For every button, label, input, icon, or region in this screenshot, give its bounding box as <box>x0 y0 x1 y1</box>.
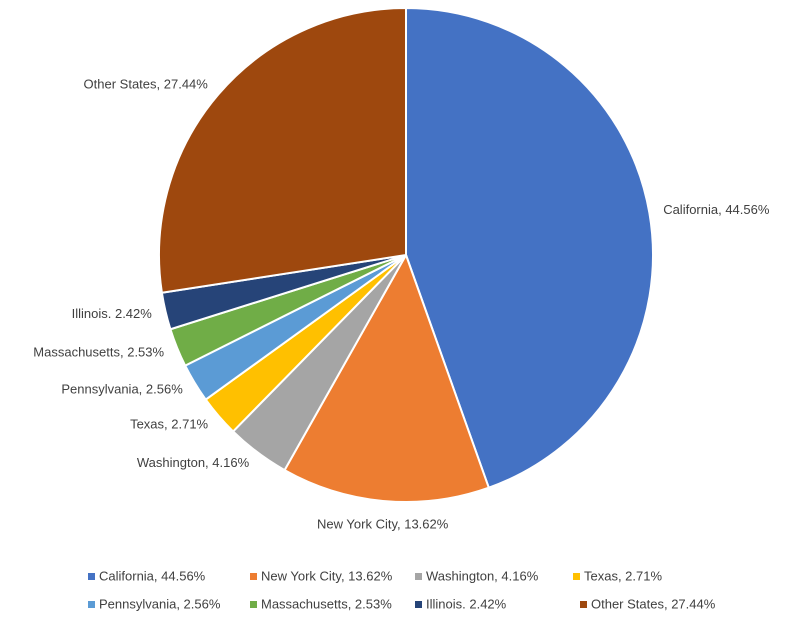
data-label: California, 44.56% <box>663 202 770 217</box>
data-label: Illinois. 2.42% <box>72 306 153 321</box>
legend-marker <box>415 573 422 580</box>
legend-marker <box>250 601 257 608</box>
legend-marker <box>580 601 587 608</box>
pie-slice <box>405 6 654 489</box>
legend-label: Massachusetts, 2.53% <box>261 596 392 611</box>
legend-label: Illinois. 2.42% <box>426 596 507 611</box>
pie-slice <box>283 252 491 503</box>
pie-slice <box>158 6 407 294</box>
legend-marker <box>573 573 580 580</box>
legend-label: Other States, 27.44% <box>591 596 716 611</box>
data-label: Massachusetts, 2.53% <box>33 344 164 359</box>
legend-marker <box>88 601 95 608</box>
data-label: New York City, 13.62% <box>317 516 449 531</box>
data-label: Texas, 2.71% <box>130 417 208 432</box>
data-label: Pennsylvania, 2.56% <box>61 382 183 397</box>
data-label: Other States, 27.44% <box>84 77 209 92</box>
legend-label: Washington, 4.16% <box>426 568 539 583</box>
legend-label: Texas, 2.71% <box>584 568 662 583</box>
legend-marker <box>250 573 257 580</box>
legend-label: California, 44.56% <box>99 568 206 583</box>
data-label: Washington, 4.16% <box>137 455 250 470</box>
legend-label: New York City, 13.62% <box>261 568 393 583</box>
legend-label: Pennsylvania, 2.56% <box>99 596 221 611</box>
legend-marker <box>88 573 95 580</box>
legend-marker <box>415 601 422 608</box>
